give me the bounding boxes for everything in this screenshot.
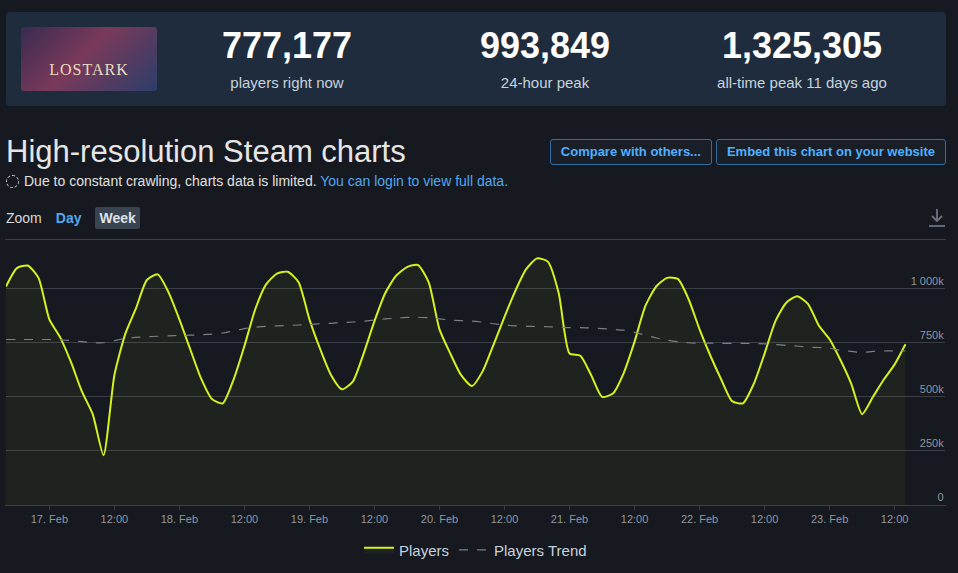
svg-text:750k: 750k <box>920 329 944 341</box>
html-text:Embed this chart on your websi: Embed this chart on your website <box>727 144 935 159</box>
svg-text:Players Trend: Players Trend <box>494 542 587 559</box>
html-text:777,177: 777,177 <box>221 25 353 66</box>
svg-text:500k: 500k <box>920 383 944 395</box>
html-text:Week: Week <box>99 210 136 226</box>
html-text:High-resolution Steam charts: High-resolution Steam charts <box>6 134 406 169</box>
svg-text:12:00: 12:00 <box>231 513 259 525</box>
html-text:993,849: 993,849 <box>479 25 611 66</box>
html-text:LOSTARK: LOSTARK <box>49 61 129 78</box>
html-text:Day: Day <box>55 210 82 226</box>
svg-text:250k: 250k <box>920 437 944 449</box>
html-text:all-time peak 11 days ago: all-time peak 11 days ago <box>717 74 887 91</box>
svg-text:12:00: 12:00 <box>101 513 129 525</box>
svg-text:23. Feb: 23. Feb <box>811 513 848 525</box>
html-text:24-hour peak: 24-hour peak <box>500 74 590 91</box>
svg-text:19. Feb: 19. Feb <box>291 513 328 525</box>
svg-text:22. Feb: 22. Feb <box>681 513 718 525</box>
html-text:players right now: players right now <box>230 74 344 91</box>
svg-text:18. Feb: 18. Feb <box>161 513 198 525</box>
svg-text:12:00: 12:00 <box>881 513 909 525</box>
html-text:Zoom: Zoom <box>6 210 42 226</box>
svg-text:17. Feb: 17. Feb <box>31 513 68 525</box>
svg-text:12:00: 12:00 <box>491 513 519 525</box>
html-text:Due to constant crawling, char: Due to constant crawling, charts data is… <box>24 173 509 189</box>
html-text:Compare with others...: Compare with others... <box>560 144 701 159</box>
svg-text:21. Feb: 21. Feb <box>551 513 588 525</box>
svg-text:Players: Players <box>399 542 449 559</box>
svg-text:1 000k: 1 000k <box>911 275 945 287</box>
svg-text:0: 0 <box>938 491 944 503</box>
svg-text:12:00: 12:00 <box>751 513 779 525</box>
svg-text:20. Feb: 20. Feb <box>421 513 458 525</box>
html-text:1,325,305: 1,325,305 <box>721 25 883 66</box>
svg-text:12:00: 12:00 <box>361 513 389 525</box>
svg-text:12:00: 12:00 <box>621 513 649 525</box>
